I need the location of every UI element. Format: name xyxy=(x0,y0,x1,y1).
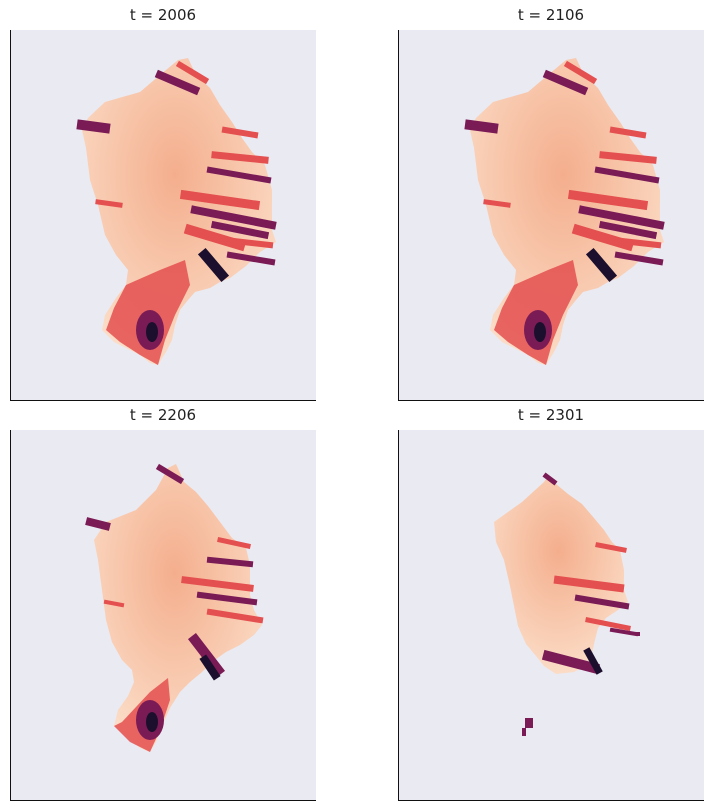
outlet-glacier xyxy=(217,537,251,549)
outlet-glacier xyxy=(179,189,261,211)
outlet-glacier xyxy=(199,654,221,681)
outlet-glacier xyxy=(85,517,111,531)
outlet-glacier xyxy=(598,220,658,240)
outlet-glacier xyxy=(609,126,647,139)
outlet-glacier xyxy=(95,199,123,208)
outlet-glacier xyxy=(542,69,589,96)
outlet-glacier xyxy=(154,69,201,96)
ice-sheet-map xyxy=(464,58,665,365)
panel-title: t = 2301 xyxy=(517,406,585,424)
ice-sheet-map xyxy=(494,472,640,736)
outlet-glacier xyxy=(206,166,272,184)
outlet-glacier xyxy=(206,556,254,568)
outlet-glacier xyxy=(595,542,627,553)
outlet-glacier xyxy=(187,632,226,678)
outlet-glacier xyxy=(594,166,660,184)
outlet-glacier xyxy=(599,151,657,164)
panel-title: t = 2206 xyxy=(129,406,197,424)
ice-sheet-map xyxy=(76,58,277,365)
outlet-glacier xyxy=(221,126,259,139)
outlet-glacier xyxy=(571,223,635,252)
y-axis-spine xyxy=(10,30,12,401)
ice-sheet-body xyxy=(494,476,628,674)
outlet-glacier xyxy=(567,189,649,211)
y-axis-spine xyxy=(398,30,400,401)
outlet-glacier xyxy=(196,591,258,606)
southern-outlet-core xyxy=(146,712,158,732)
y-axis-spine xyxy=(10,430,12,801)
outlet-glacier xyxy=(563,60,598,85)
panel-title: t = 2106 xyxy=(517,6,585,24)
outlet-glacier xyxy=(181,576,254,592)
panel-t2301: t = 2301 xyxy=(398,406,704,801)
outlet-glacier xyxy=(197,247,230,283)
outlet-glacier xyxy=(585,247,618,283)
x-axis-spine xyxy=(10,399,316,401)
outlet-glacier xyxy=(175,60,210,85)
panel-t2006: t = 2006 xyxy=(10,6,316,401)
outlet-glacier xyxy=(578,205,665,230)
x-axis-spine xyxy=(10,799,316,801)
outlet-glacier xyxy=(464,119,499,134)
ice-sheet-body xyxy=(94,464,262,752)
outlet-glacier xyxy=(574,594,630,610)
outlet-glacier xyxy=(609,627,639,637)
panel-t2106: t = 2106 xyxy=(398,6,704,401)
outlet-glacier xyxy=(190,205,277,230)
outlet-glacier xyxy=(76,119,111,134)
outlet-glacier xyxy=(614,251,664,266)
ice-remnant-patch xyxy=(522,728,526,736)
ice-remnant-patch xyxy=(525,718,533,728)
ice-remnant-patch xyxy=(636,632,640,636)
outlet-glacier xyxy=(542,472,558,486)
outlet-glacier xyxy=(206,608,264,624)
ice-sheet-map xyxy=(85,463,264,752)
panel-t2206: t = 2206 xyxy=(10,406,316,801)
outlet-glacier xyxy=(483,199,511,208)
outlet-glacier xyxy=(583,647,603,675)
southern-outlet-core xyxy=(534,322,546,342)
outlet-glacier xyxy=(183,223,247,252)
x-axis-spine xyxy=(398,399,704,401)
outlet-glacier xyxy=(553,575,625,593)
outlet-glacier xyxy=(541,649,601,675)
southern-outlet-core xyxy=(146,322,158,342)
outlet-glacier xyxy=(585,617,631,631)
outlet-glacier xyxy=(155,463,185,485)
outlet-glacier xyxy=(210,220,270,240)
outlet-glacier xyxy=(211,151,269,164)
outlet-glacier xyxy=(226,251,276,266)
panel-title: t = 2006 xyxy=(129,6,197,24)
y-axis-spine xyxy=(398,430,400,801)
outlet-glacier xyxy=(103,599,125,608)
x-axis-spine xyxy=(398,799,704,801)
